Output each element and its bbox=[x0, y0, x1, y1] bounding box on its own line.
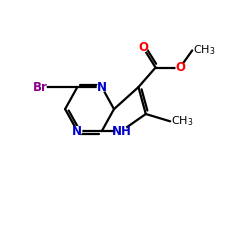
Text: N: N bbox=[72, 124, 82, 138]
Circle shape bbox=[35, 82, 46, 92]
Circle shape bbox=[73, 127, 82, 136]
Text: NH: NH bbox=[112, 124, 131, 138]
Text: CH$_3$: CH$_3$ bbox=[172, 114, 194, 128]
Text: O: O bbox=[175, 61, 185, 74]
Text: CH$_3$: CH$_3$ bbox=[194, 44, 216, 57]
Circle shape bbox=[176, 64, 184, 72]
Text: O: O bbox=[138, 42, 148, 54]
Text: N: N bbox=[97, 80, 107, 94]
Circle shape bbox=[98, 83, 106, 92]
Text: Br: Br bbox=[33, 80, 48, 94]
Circle shape bbox=[140, 44, 147, 52]
Circle shape bbox=[116, 126, 127, 136]
